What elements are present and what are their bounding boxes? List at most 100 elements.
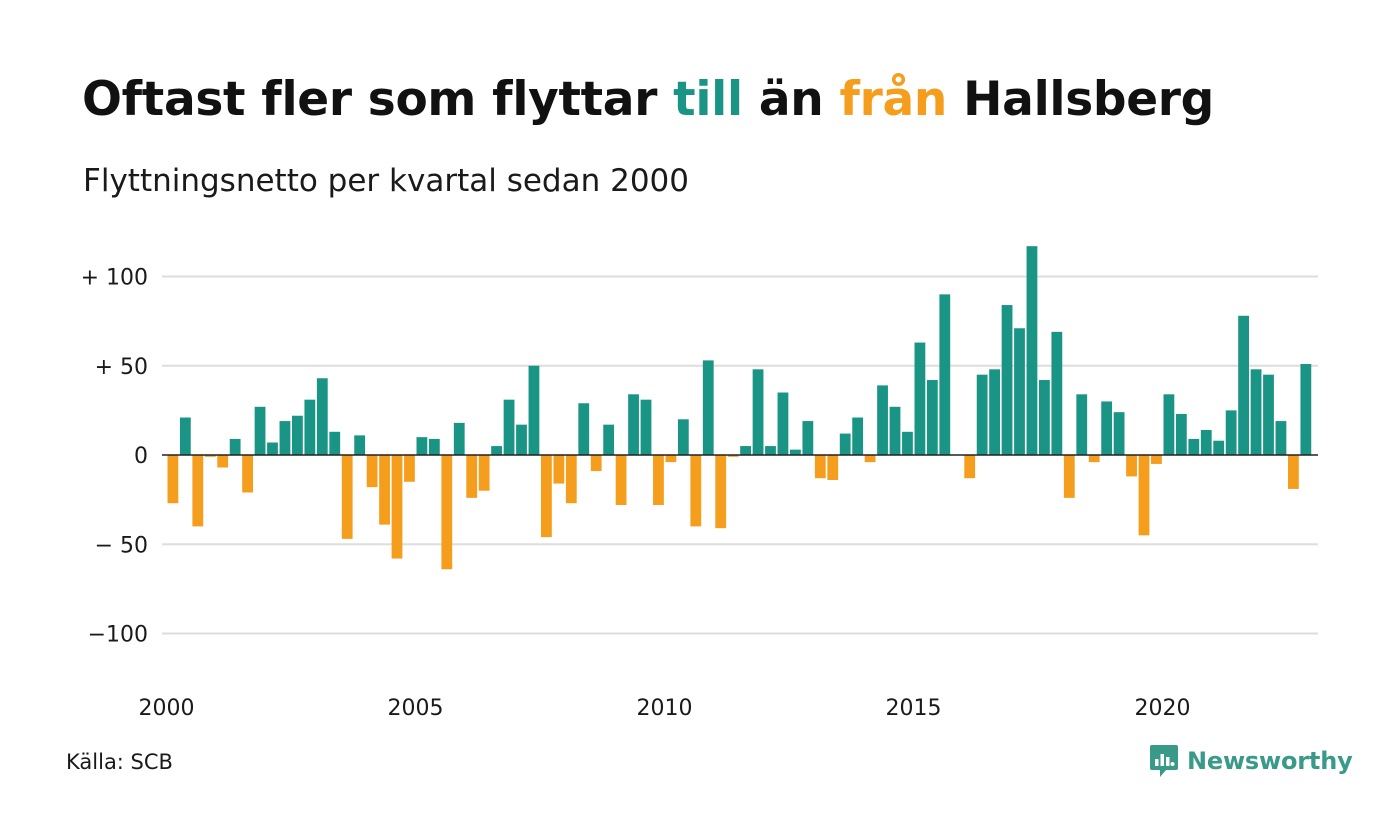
- bar-positive: [740, 446, 751, 455]
- bar-positive: [777, 392, 789, 455]
- y-tick-label: − 50: [95, 533, 148, 558]
- x-tick-label: 2010: [637, 696, 693, 721]
- bar-negative: [727, 455, 739, 457]
- bar-negative: [814, 455, 826, 479]
- y-tick-label: + 100: [81, 266, 148, 291]
- bar-positive: [491, 446, 502, 455]
- bar-positive: [752, 369, 764, 455]
- title-highlight-till: till: [673, 72, 743, 127]
- chart-subtitle: Flyttningsnetto per kvartal sedan 2000: [83, 163, 689, 199]
- bar-positive: [1200, 430, 1212, 455]
- bar-positive: [640, 399, 652, 455]
- bar-negative: [653, 455, 664, 505]
- bar-negative: [1063, 455, 1075, 498]
- brand-logo: Newsworthy: [1149, 744, 1353, 778]
- bar-positive: [926, 380, 938, 455]
- bar-negative: [242, 455, 253, 493]
- bar-negative: [565, 455, 577, 504]
- bar-positive: [528, 365, 540, 455]
- bar-positive: [852, 417, 864, 455]
- title-part-3: Hallsberg: [947, 72, 1215, 127]
- bar-negative: [615, 455, 627, 505]
- bar-negative: [1088, 455, 1100, 463]
- x-tick-label: 2000: [139, 696, 195, 721]
- bar-positive: [603, 424, 615, 455]
- y-tick-label: −100: [88, 623, 148, 648]
- bar-positive: [839, 433, 851, 455]
- bar-positive: [1001, 305, 1013, 455]
- bar-positive: [354, 435, 366, 455]
- bar-positive: [1039, 380, 1050, 455]
- bar-negative: [204, 455, 216, 457]
- bar-positive: [702, 360, 714, 455]
- bar-positive: [416, 437, 428, 455]
- bar-positive: [1188, 438, 1200, 455]
- bar-positive: [304, 399, 316, 455]
- bar-negative: [827, 455, 839, 480]
- source-note: Källa: SCB: [66, 750, 173, 774]
- bar-chart: + 100 + 50 0 − 50 −100 2000 2005 2010 2015 2020: [81, 246, 1318, 721]
- bar-positive: [1113, 412, 1125, 455]
- bar-positive: [1014, 328, 1025, 455]
- bar-positive: [1163, 394, 1175, 455]
- bar-positive: [889, 406, 901, 455]
- bar-positive: [453, 422, 465, 455]
- bar-positive: [1213, 440, 1225, 455]
- bar-positive: [976, 374, 988, 455]
- grid-layer: [162, 275, 1318, 635]
- bar-positive: [578, 403, 590, 455]
- bar-positive: [1263, 374, 1274, 455]
- title-part-1: Oftast fler som flyttar: [82, 72, 674, 127]
- title-highlight-fran: från: [839, 72, 948, 127]
- bar-negative: [167, 455, 179, 504]
- bar-positive: [1238, 315, 1249, 455]
- x-tick-label: 2015: [886, 696, 942, 721]
- y-tick-label: 0: [134, 444, 148, 469]
- bar-positive: [914, 342, 926, 455]
- bar-positive: [1175, 413, 1187, 455]
- bar-positive: [179, 417, 191, 455]
- bar-negative: [1138, 455, 1150, 536]
- bar-negative: [217, 455, 229, 468]
- bar-negative: [553, 455, 565, 484]
- bar-negative: [1288, 455, 1299, 489]
- x-tick-label: 2005: [388, 696, 444, 721]
- bar-positive: [1101, 401, 1113, 455]
- chart-title: Oftast fler som flyttar till än från Hal…: [82, 72, 1214, 127]
- bar-negative: [404, 455, 415, 482]
- bar-negative: [964, 455, 976, 479]
- x-tick-label: 2020: [1135, 696, 1191, 721]
- bar-positive: [1300, 363, 1312, 455]
- bar-positive: [1250, 369, 1262, 455]
- bar-negative: [690, 455, 702, 527]
- bar-positive: [1225, 410, 1237, 456]
- x-axis-tick-labels: 2000 2005 2010 2015 2020: [139, 696, 1191, 721]
- bar-positive: [628, 394, 639, 455]
- bar-negative: [192, 455, 204, 527]
- bar-negative: [466, 455, 478, 498]
- brand-name: Newsworthy: [1187, 747, 1353, 775]
- bar-negative: [715, 455, 727, 529]
- bar-positive: [1051, 331, 1063, 455]
- bar-positive: [877, 385, 888, 455]
- bars-layer: [167, 246, 1312, 570]
- bar-positive: [1275, 421, 1287, 455]
- bar-negative: [391, 455, 403, 559]
- bar-positive: [503, 399, 515, 455]
- bar-negative: [1151, 455, 1162, 464]
- bar-negative: [379, 455, 390, 525]
- bar-positive: [1026, 246, 1038, 455]
- bar-negative: [590, 455, 602, 472]
- bar-positive: [677, 419, 689, 455]
- bar-negative: [478, 455, 490, 491]
- bar-positive: [516, 424, 527, 455]
- bar-positive: [279, 421, 291, 455]
- bar-negative: [665, 455, 677, 463]
- bar-negative: [864, 455, 876, 463]
- bar-positive: [1076, 394, 1088, 455]
- bar-positive: [267, 442, 278, 455]
- bar-positive: [229, 438, 241, 455]
- bar-positive: [428, 438, 440, 455]
- bar-positive: [802, 421, 814, 455]
- bar-negative: [441, 455, 453, 570]
